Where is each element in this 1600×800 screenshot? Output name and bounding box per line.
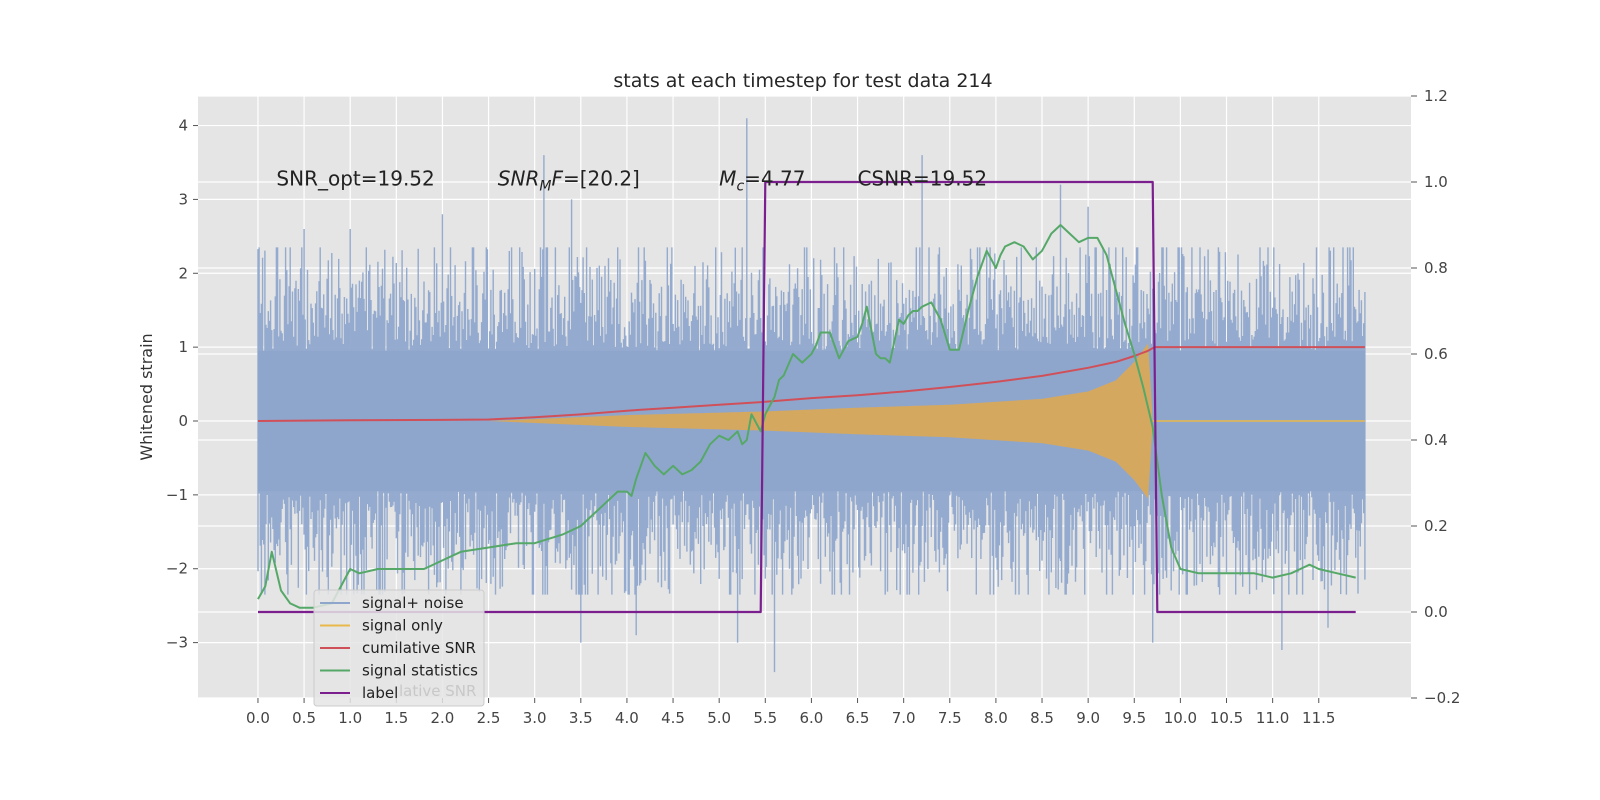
x-tick-label: 0.0 xyxy=(246,709,270,727)
y-tick-label: 3 xyxy=(178,190,188,208)
x-axis-ticks: 0.0 0.5 1.0 1.5 2.0 2.5 3.0 3.5 4.0 4.5 5.0 5.5 6.0 6… xyxy=(246,698,1335,727)
y-tick-label: 2 xyxy=(178,264,188,282)
y-axis-label: Whitened strain xyxy=(137,333,156,460)
annotation-snr-mf: SNRMF=[20.2] xyxy=(498,166,640,194)
right-y-tick-label: 0.0 xyxy=(1424,603,1448,621)
series-signal-statistics xyxy=(257,224,1356,609)
legend-label: signal only xyxy=(362,617,443,635)
x-tick-label: 3.5 xyxy=(569,709,593,727)
x-tick-label: 5.5 xyxy=(753,709,777,727)
x-tick-label: 10.5 xyxy=(1210,709,1243,727)
series-signal-only xyxy=(488,343,1153,499)
series-layer xyxy=(257,118,1366,673)
y-tick-label: 4 xyxy=(178,117,188,135)
right-y-tick-label: 0.4 xyxy=(1424,431,1448,449)
y-axis-ticks: −3 −2 −1 0 1 2 3 4 xyxy=(166,117,198,652)
right-y-tick-label: 1.2 xyxy=(1424,87,1448,105)
x-tick-label: 11.5 xyxy=(1302,709,1335,727)
legend-label: label xyxy=(362,684,398,702)
x-tick-label: 7.0 xyxy=(892,709,916,727)
x-tick-label: 2.0 xyxy=(431,709,455,727)
right-y-tick-label: −0.2 xyxy=(1424,689,1460,707)
y-tick-label: −1 xyxy=(166,486,188,504)
series-cumulative-snr xyxy=(257,346,1365,422)
x-tick-label: 8.5 xyxy=(1030,709,1054,727)
x-tick-label: 4.5 xyxy=(661,709,685,727)
y-tick-label: −3 xyxy=(166,634,188,652)
right-y-tick-label: 0.2 xyxy=(1424,517,1448,535)
x-tick-label: 9.5 xyxy=(1122,709,1146,727)
annotation-chirp-mass: Mc=4.77 xyxy=(719,166,805,194)
legend-label: cumilative SNR xyxy=(362,639,476,657)
x-tick-label: 9.0 xyxy=(1076,709,1100,727)
x-tick-label: 6.0 xyxy=(799,709,823,727)
legend: lative SNR signal+ noise signal only cumila… xyxy=(313,589,485,707)
right-y-tick-label: 0.8 xyxy=(1424,259,1448,277)
right-y-tick-label: 0.6 xyxy=(1424,345,1448,363)
x-tick-label: 1.0 xyxy=(338,709,362,727)
x-tick-label: 6.5 xyxy=(846,709,870,727)
y-tick-label: −2 xyxy=(166,560,188,578)
x-tick-label: 4.0 xyxy=(615,709,639,727)
stat-annotations: SNR_opt=19.52 SNRMF=[20.2] Mc=4.77 CSNR=19.… xyxy=(276,166,987,194)
series-label xyxy=(258,180,1356,614)
x-tick-label: 8.0 xyxy=(984,709,1008,727)
right-y-axis-ticks: −0.2 0.0 0.2 0.4 0.6 0.8 1.0 1.2 xyxy=(1411,87,1460,707)
x-tick-label: 10.0 xyxy=(1164,709,1197,727)
annotation-csnr: CSNR=19.52 xyxy=(858,166,988,190)
annotation-snr-opt: SNR_opt=19.52 xyxy=(276,166,434,190)
x-tick-label: 1.5 xyxy=(384,709,408,727)
x-tick-label: 5.0 xyxy=(707,709,731,727)
x-tick-label: 2.5 xyxy=(477,709,501,727)
legend-label: signal statistics xyxy=(362,662,478,680)
y-tick-label: 1 xyxy=(178,338,188,356)
legend-ghost-text: lative SNR xyxy=(399,682,476,700)
x-tick-label: 0.5 xyxy=(292,709,316,727)
x-tick-label: 11.0 xyxy=(1256,709,1289,727)
right-y-tick-label: 1.0 xyxy=(1424,173,1448,191)
y-tick-label: 0 xyxy=(178,412,188,430)
legend-label: signal+ noise xyxy=(362,594,464,612)
x-tick-label: 3.0 xyxy=(523,709,547,727)
x-tick-label: 7.5 xyxy=(938,709,962,727)
chart-title: stats at each timestep for test data 214 xyxy=(613,70,992,92)
legend-box xyxy=(313,589,485,707)
